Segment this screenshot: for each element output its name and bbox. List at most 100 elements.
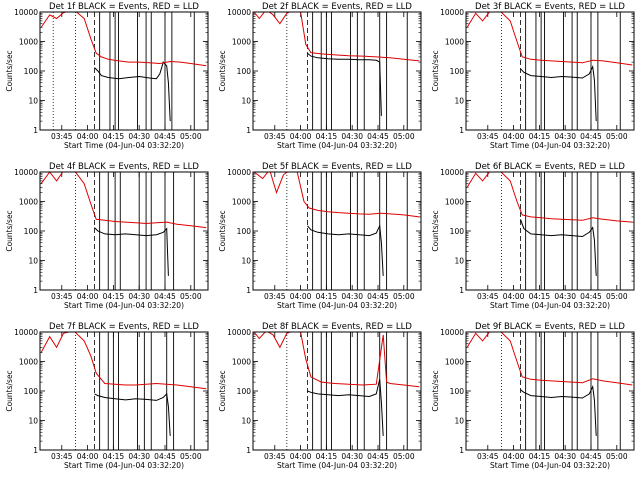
- y-tick-label: 1000: [19, 198, 38, 207]
- y-tick-label: 10: [241, 417, 251, 426]
- y-tick-label: 1000: [19, 358, 38, 367]
- x-axis-label: Start Time (04-Jun-04 03:32:20): [64, 301, 184, 310]
- x-axis-label: Start Time (04-Jun-04 03:32:20): [277, 141, 397, 150]
- plot-area: [40, 12, 207, 130]
- panel-frame: [465, 11, 635, 131]
- x-tick-label: 03:45: [477, 132, 499, 141]
- plot-area: [253, 172, 420, 290]
- y-tick-label: 100: [24, 67, 39, 76]
- x-tick-label: 04:15: [529, 452, 551, 461]
- plot-area: [466, 172, 633, 290]
- x-tick-label: 04:00: [290, 292, 312, 301]
- y-tick-label: 10000: [227, 168, 251, 177]
- y-axis-label: Counts/sec: [218, 50, 227, 91]
- x-tick-label: 04:45: [367, 452, 389, 461]
- x-tick-label: 05:00: [393, 132, 415, 141]
- y-axis-label: Counts/sec: [218, 370, 227, 411]
- y-tick-label: 1: [33, 126, 38, 135]
- detector-panel: Det 4f BLACK = Events, RED = LLD 1 10 100 10…: [5, 162, 209, 310]
- x-tick-label: 05:00: [180, 292, 202, 301]
- y-tick-label: 1000: [445, 38, 464, 47]
- x-tick-label: 04:15: [316, 132, 338, 141]
- y-tick-label: 10: [28, 97, 38, 106]
- detector-panel: Det 5f BLACK = Events, RED = LLD 1 10 100 10…: [218, 162, 422, 310]
- y-tick-label: 10000: [14, 8, 38, 17]
- y-tick-label: 100: [237, 387, 252, 396]
- y-tick-label: 10: [454, 97, 464, 106]
- y-tick-label: 1000: [445, 198, 464, 207]
- x-tick-label: 04:00: [503, 132, 525, 141]
- detector-panel: Det 8f BLACK = Events, RED = LLD 1 10 100 10…: [218, 322, 422, 470]
- x-tick-label: 04:00: [77, 292, 99, 301]
- x-tick-label: 05:00: [606, 132, 628, 141]
- x-tick-label: 05:00: [180, 132, 202, 141]
- x-tick-label: 04:45: [367, 132, 389, 141]
- y-axis-label: Counts/sec: [431, 210, 440, 251]
- y-axis-label: Counts/sec: [431, 370, 440, 411]
- y-tick-label: 10: [28, 417, 38, 426]
- detector-panel: Det 3f BLACK = Events, RED = LLD 1 10 100 10…: [431, 2, 635, 150]
- events-series-line: [94, 227, 169, 276]
- x-axis-label: Start Time (04-Jun-04 03:32:20): [277, 461, 397, 470]
- x-tick-label: 03:45: [264, 292, 286, 301]
- panel-frame: [252, 11, 422, 131]
- panel-title: Det 4f BLACK = Events, RED = LLD: [49, 162, 199, 172]
- y-tick-label: 100: [24, 227, 39, 236]
- panel-frame: [39, 331, 209, 451]
- y-axis-label: Counts/sec: [5, 370, 14, 411]
- events-series-line: [307, 223, 384, 276]
- lld-series-line: [40, 332, 207, 390]
- y-tick-label: 100: [237, 67, 252, 76]
- y-tick-label: 1000: [232, 38, 251, 47]
- x-tick-label: 04:30: [554, 132, 576, 141]
- y-tick-label: 100: [450, 387, 465, 396]
- x-tick-label: 04:00: [290, 132, 312, 141]
- x-tick-label: 03:45: [477, 452, 499, 461]
- x-tick-label: 04:30: [128, 132, 150, 141]
- events-series-line: [520, 219, 597, 276]
- panel-title: Det 9f BLACK = Events, RED = LLD: [475, 322, 625, 332]
- y-tick-label: 100: [237, 227, 252, 236]
- y-tick-label: 100: [450, 227, 465, 236]
- panel-title: Det 6f BLACK = Events, RED = LLD: [475, 162, 625, 172]
- x-tick-label: 03:45: [51, 132, 73, 141]
- x-tick-label: 04:00: [77, 452, 99, 461]
- y-tick-label: 100: [450, 67, 465, 76]
- events-series-line: [94, 392, 171, 436]
- panel-title: Det 3f BLACK = Events, RED = LLD: [475, 2, 625, 12]
- y-tick-label: 1: [246, 126, 251, 135]
- x-tick-label: 04:45: [580, 452, 602, 461]
- y-tick-label: 10: [28, 257, 38, 266]
- panel-title: Det 1f BLACK = Events, RED = LLD: [49, 2, 199, 12]
- panel-frame: [465, 331, 635, 451]
- x-axis-label: Start Time (04-Jun-04 03:32:20): [64, 141, 184, 150]
- x-tick-label: 04:45: [580, 132, 602, 141]
- x-tick-label: 03:45: [51, 292, 73, 301]
- plot-area: [253, 332, 420, 450]
- y-tick-label: 10: [454, 257, 464, 266]
- y-tick-label: 1000: [445, 358, 464, 367]
- events-series-line: [307, 379, 384, 436]
- y-tick-label: 1000: [232, 358, 251, 367]
- events-series-line: [307, 52, 382, 116]
- y-tick-label: 10000: [440, 168, 464, 177]
- x-tick-label: 04:45: [154, 452, 176, 461]
- y-tick-label: 10: [454, 417, 464, 426]
- x-axis-label: Start Time (04-Jun-04 03:32:20): [490, 141, 610, 150]
- x-tick-label: 04:30: [341, 452, 363, 461]
- y-axis-label: Counts/sec: [218, 210, 227, 251]
- y-tick-label: 10: [241, 97, 251, 106]
- y-tick-label: 1000: [232, 198, 251, 207]
- y-tick-label: 10000: [14, 168, 38, 177]
- events-series-line: [94, 61, 171, 122]
- y-tick-label: 1: [33, 446, 38, 455]
- y-tick-label: 1: [33, 286, 38, 295]
- panel-frame: [465, 171, 635, 291]
- plot-area: [40, 172, 207, 290]
- x-tick-label: 05:00: [180, 452, 202, 461]
- x-tick-label: 04:00: [290, 452, 312, 461]
- y-tick-label: 10000: [440, 328, 464, 337]
- panel-title: Det 5f BLACK = Events, RED = LLD: [262, 162, 412, 172]
- x-tick-label: 04:30: [128, 452, 150, 461]
